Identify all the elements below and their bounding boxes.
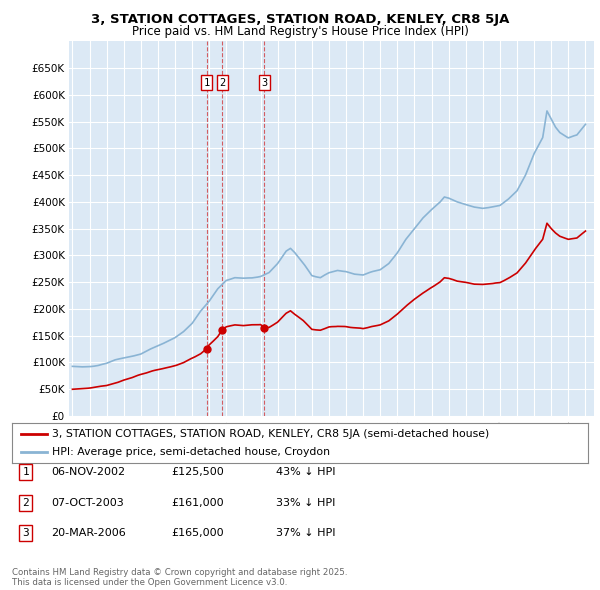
Text: £125,500: £125,500: [171, 467, 224, 477]
Text: 1: 1: [22, 467, 29, 477]
Text: £161,000: £161,000: [171, 498, 224, 507]
Text: £165,000: £165,000: [171, 529, 224, 538]
Text: 3: 3: [22, 529, 29, 538]
Text: 3, STATION COTTAGES, STATION ROAD, KENLEY, CR8 5JA: 3, STATION COTTAGES, STATION ROAD, KENLE…: [91, 13, 509, 26]
Text: 37% ↓ HPI: 37% ↓ HPI: [276, 529, 335, 538]
Text: 20-MAR-2006: 20-MAR-2006: [51, 529, 126, 538]
Text: 43% ↓ HPI: 43% ↓ HPI: [276, 467, 335, 477]
Text: Contains HM Land Registry data © Crown copyright and database right 2025.
This d: Contains HM Land Registry data © Crown c…: [12, 568, 347, 587]
Text: 3: 3: [261, 77, 268, 87]
Text: 2: 2: [22, 498, 29, 507]
Text: 2: 2: [219, 77, 226, 87]
Text: Price paid vs. HM Land Registry's House Price Index (HPI): Price paid vs. HM Land Registry's House …: [131, 25, 469, 38]
Text: 06-NOV-2002: 06-NOV-2002: [51, 467, 125, 477]
Text: 33% ↓ HPI: 33% ↓ HPI: [276, 498, 335, 507]
Text: 1: 1: [203, 77, 210, 87]
Text: HPI: Average price, semi-detached house, Croydon: HPI: Average price, semi-detached house,…: [52, 447, 331, 457]
Text: 3, STATION COTTAGES, STATION ROAD, KENLEY, CR8 5JA (semi-detached house): 3, STATION COTTAGES, STATION ROAD, KENLE…: [52, 429, 490, 439]
Text: 07-OCT-2003: 07-OCT-2003: [51, 498, 124, 507]
